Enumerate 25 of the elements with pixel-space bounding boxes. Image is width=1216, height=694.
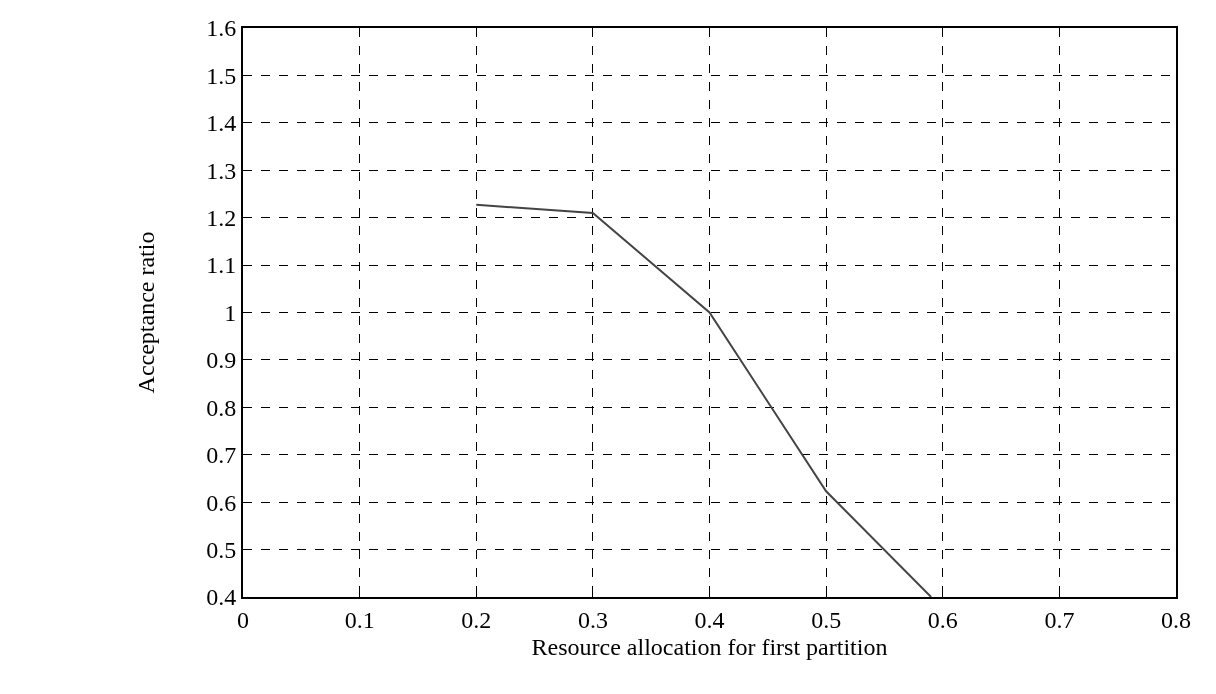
y-tick-label: 0.5 bbox=[206, 536, 237, 563]
x-tick-label: 0.6 bbox=[927, 606, 958, 633]
x-tick-label: 0.4 bbox=[694, 606, 725, 633]
y-tick-label: 0.8 bbox=[206, 394, 237, 421]
x-tick-label: 0.1 bbox=[344, 606, 375, 633]
x-tick-label: 0.2 bbox=[461, 606, 492, 633]
y-tick-label: 1.1 bbox=[206, 252, 237, 279]
y-tick-label: 1 bbox=[224, 299, 237, 326]
line-series bbox=[475, 203, 933, 597]
y-tick-label: 1.3 bbox=[206, 157, 237, 184]
y-tick-label: 1.2 bbox=[206, 205, 237, 232]
y-tick-label: 1.6 bbox=[206, 15, 237, 42]
y-axis-title: Acceptance ratio bbox=[132, 231, 159, 394]
y-tick-label: 1.5 bbox=[206, 62, 237, 89]
y-tick-label: 1.4 bbox=[206, 110, 237, 137]
y-tick-label: 0.6 bbox=[206, 489, 237, 516]
x-tick-label: 0.8 bbox=[1161, 606, 1191, 633]
x-tick-label: 0 bbox=[237, 606, 249, 633]
x-tick-label: 0.7 bbox=[1044, 606, 1075, 633]
y-tick-label: 0.7 bbox=[206, 442, 237, 469]
y-tick-label: 0.9 bbox=[206, 347, 237, 374]
y-tick-label: 0.4 bbox=[206, 584, 237, 611]
x-tick-label: 0.3 bbox=[577, 606, 608, 633]
x-tick-label: 0.5 bbox=[811, 606, 842, 633]
x-axis-title: Resource allocation for first partition bbox=[531, 633, 888, 660]
